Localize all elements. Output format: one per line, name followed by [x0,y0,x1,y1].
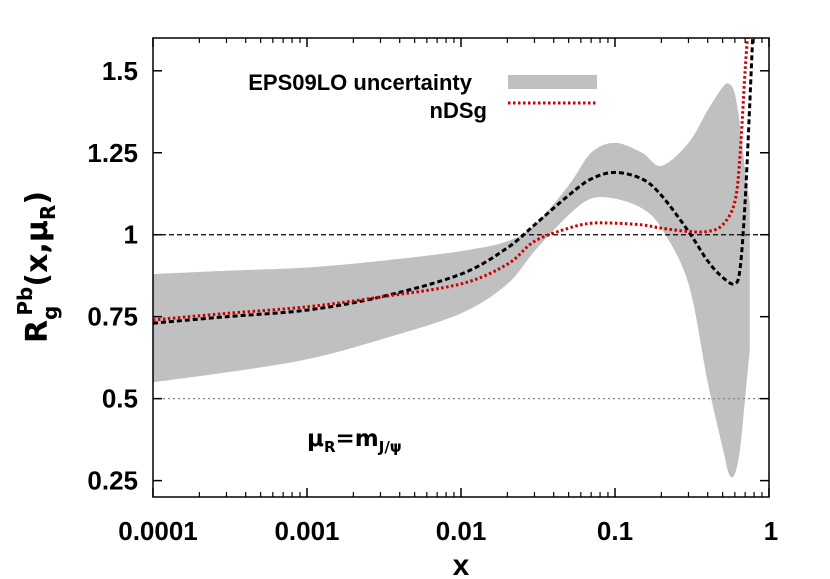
annotation-jpsi-sub: J/ψ [378,438,402,456]
x-tick-label: 0.001 [274,516,339,546]
x-tick-label: 0.0001 [118,516,198,546]
legend-label-band: EPS09LO uncertainty [248,70,473,95]
y-label-args-sub: R [36,205,60,220]
y-label-args: (x,μ [20,220,55,287]
annotation-eq: =m [336,426,379,452]
x-tick-label: 0.01 [436,516,487,546]
legend: EPS09LO uncertainty nDSg [248,70,597,123]
series-line-ndsg [153,38,749,322]
y-tick-label: 0.5 [102,384,138,414]
annotation-mu-sub: R [324,438,336,456]
annotation-mu: μ [307,426,324,452]
legend-swatch-band [508,75,597,89]
y-label-sup: Pb [13,287,37,316]
reference-lines [153,234,769,400]
y-label-args-close: ) [20,191,55,205]
x-axis-label: x [453,549,470,579]
tick-marks [152,38,770,497]
x-tick-label: 1 [764,516,778,546]
uncertainty-band [153,83,750,478]
legend-label-ndsg: nDSg [430,98,487,123]
series-layer [153,38,755,325]
series-line-central [153,38,755,325]
y-tick-label: 1 [124,220,138,250]
y-tick-label: 0.25 [87,466,138,496]
y-tick-label: 0.75 [87,302,138,332]
y-axis-label: RgPb(x,μR) [13,191,62,343]
y-tick-label: 1.5 [102,56,138,86]
y-tick-labels: 0.25 0.5 0.75 1 1.25 1.5 [87,56,138,496]
y-tick-label: 1.25 [87,138,138,168]
x-tick-label: 0.1 [597,516,633,546]
x-tick-labels: 0.0001 0.001 0.01 0.1 1 [118,516,778,546]
y-label-base: R [20,320,55,343]
uncertainty-band-layer [153,83,750,478]
y-label-sub: g [38,306,62,320]
scale-annotation: μR=mJ/ψ [307,426,402,456]
